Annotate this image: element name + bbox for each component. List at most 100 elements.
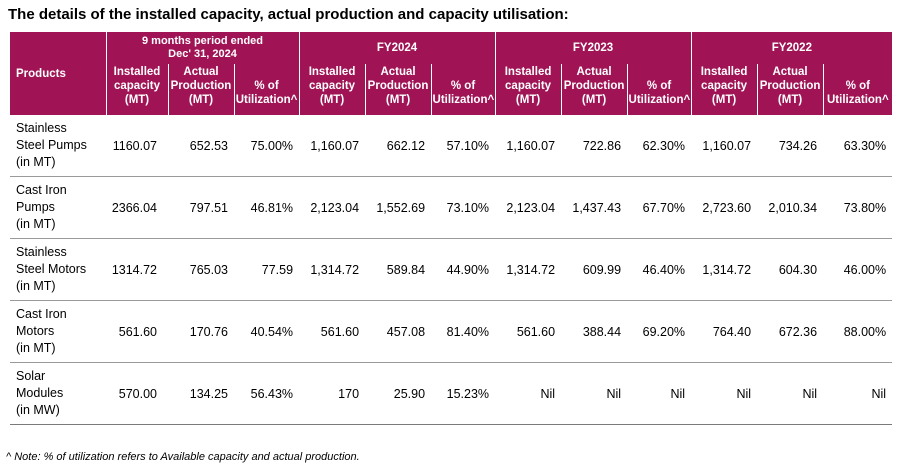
- value-cell: 2,010.34: [757, 176, 824, 239]
- value-cell: 609.99: [561, 238, 628, 301]
- header-actual-production: Actual Production (MT): [167, 64, 234, 115]
- header-row-periods: Products 9 months period ended Dec' 31, …: [10, 32, 893, 115]
- value-cell: 672.36: [757, 300, 824, 363]
- value-cell: 2,723.60: [691, 176, 758, 239]
- product-name-line: Pumps: [16, 200, 55, 214]
- value-cell: 2366.04: [106, 176, 168, 239]
- value-cell: 2,123.04: [495, 176, 562, 239]
- value-cell: 25.90: [365, 362, 432, 425]
- value-cell: 170: [299, 362, 366, 425]
- value-cell: 67.70%: [627, 176, 692, 239]
- value-cell: 56.43%: [234, 362, 300, 425]
- header-utilization: % of Utilization^: [626, 64, 692, 115]
- header-installed-capacity: Installed capacity (MT): [298, 64, 366, 115]
- header-fy2022: FY2022: [690, 32, 893, 64]
- value-cell: 63.30%: [823, 115, 893, 177]
- value-cell: 1,314.72: [691, 238, 758, 301]
- product-name-line: (in MT): [16, 217, 56, 231]
- header-fy2023: FY2023: [494, 32, 692, 64]
- header-installed-capacity-line: (MT): [319, 94, 345, 106]
- capacity-table: Products 9 months period ended Dec' 31, …: [10, 32, 893, 425]
- value-cell: 81.40%: [431, 300, 496, 363]
- value-cell: 62.30%: [627, 115, 692, 177]
- header-utilization-line: % of: [845, 80, 870, 92]
- header-actual-production: Actual Production (MT): [364, 64, 432, 115]
- header-actual-production: Actual Production (MT): [560, 64, 628, 115]
- header-installed-capacity-line: capacity: [505, 80, 552, 92]
- value-cell: 561.60: [299, 300, 366, 363]
- header-installed-capacity-line: (MT): [711, 94, 737, 106]
- product-name-line: Steel Pumps: [16, 138, 87, 152]
- product-name: Cast Iron Motors (in MT): [10, 300, 106, 363]
- table-body: Stainless Steel Pumps (in MT) 1160.07 652.53…: [10, 115, 893, 425]
- header-actual-production-line: Actual: [772, 66, 808, 78]
- value-cell: 561.60: [106, 300, 168, 363]
- product-name-line: (in MT): [16, 279, 56, 293]
- header-installed-capacity-line: (MT): [124, 94, 150, 106]
- product-name-line: Motors: [16, 324, 55, 338]
- header-installed-capacity: Installed capacity (MT): [690, 64, 758, 115]
- product-name-line: (in MT): [16, 341, 56, 355]
- value-cell: 1,552.69: [365, 176, 432, 239]
- header-installed-capacity-line: Installed: [308, 66, 356, 78]
- value-cell: Nil: [757, 362, 824, 425]
- header-installed-capacity: Installed capacity (MT): [494, 64, 562, 115]
- header-actual-production: Actual Production (MT): [756, 64, 824, 115]
- header-utilization: % of Utilization^: [430, 64, 496, 115]
- value-cell: 134.25: [168, 362, 234, 425]
- value-cell: 1,160.07: [691, 115, 758, 177]
- header-installed-capacity-line: capacity: [701, 80, 748, 92]
- product-name-line: Steel Motors: [16, 262, 87, 276]
- page-title: The details of the installed capacity, a…: [8, 6, 569, 23]
- value-cell: Nil: [823, 362, 893, 425]
- value-cell: 77.59: [234, 238, 300, 301]
- value-cell: 604.30: [757, 238, 824, 301]
- value-cell: 69.20%: [627, 300, 692, 363]
- header-utilization: % of Utilization^: [233, 64, 300, 115]
- value-cell: 57.10%: [431, 115, 496, 177]
- value-cell: 797.51: [168, 176, 234, 239]
- header-installed-capacity-line: capacity: [309, 80, 356, 92]
- product-name-line: Stainless: [16, 121, 67, 135]
- value-cell: Nil: [495, 362, 562, 425]
- value-cell: Nil: [691, 362, 758, 425]
- header-utilization-line: Utilization^: [628, 94, 691, 106]
- value-cell: 73.80%: [823, 176, 893, 239]
- header-period-line1: 9 months period ended: [142, 35, 264, 47]
- product-name-line: Stainless: [16, 245, 67, 259]
- header-utilization-line: Utilization^: [432, 94, 495, 106]
- value-cell: 170.76: [168, 300, 234, 363]
- value-cell: 1,314.72: [495, 238, 562, 301]
- header-utilization: % of Utilization^: [822, 64, 893, 115]
- header-installed-capacity-line: Installed: [113, 66, 161, 78]
- table-row: Stainless Steel Pumps (in MT) 1160.07 652.53…: [10, 115, 893, 177]
- value-cell: 1314.72: [106, 238, 168, 301]
- header-products: Products: [10, 32, 106, 115]
- header-installed-capacity: Installed capacity (MT): [105, 64, 168, 115]
- header-period-line2: Dec' 31, 2024: [168, 48, 237, 60]
- header-period-9m: 9 months period ended Dec' 31, 2024: [105, 32, 300, 64]
- header-actual-production-line: (MT): [188, 94, 214, 106]
- value-cell: 1160.07: [106, 115, 168, 177]
- header-installed-capacity-line: Installed: [504, 66, 552, 78]
- product-name: Solar Modules (in MW): [10, 362, 106, 425]
- value-cell: 15.23%: [431, 362, 496, 425]
- product-name: Stainless Steel Pumps (in MT): [10, 115, 106, 177]
- header-actual-production-line: Production: [563, 80, 625, 92]
- header-row-metrics: Installed capacity (MT) Actual Production (MT…: [10, 64, 893, 115]
- table-header: Products 9 months period ended Dec' 31, …: [10, 32, 893, 115]
- value-cell: 764.40: [691, 300, 758, 363]
- value-cell: 1,160.07: [299, 115, 366, 177]
- value-cell: 46.81%: [234, 176, 300, 239]
- table-row: Cast Iron Motors (in MT) 561.60 170.76 40.54%…: [10, 300, 893, 363]
- value-cell: 589.84: [365, 238, 432, 301]
- value-cell: 570.00: [106, 362, 168, 425]
- header-utilization-line: % of: [450, 80, 476, 92]
- header-installed-capacity-line: (MT): [515, 94, 541, 106]
- value-cell: 2,123.04: [299, 176, 366, 239]
- value-cell: 73.10%: [431, 176, 496, 239]
- header-actual-production-line: Production: [367, 80, 429, 92]
- value-cell: 734.26: [757, 115, 824, 177]
- product-name-line: (in MT): [16, 155, 56, 169]
